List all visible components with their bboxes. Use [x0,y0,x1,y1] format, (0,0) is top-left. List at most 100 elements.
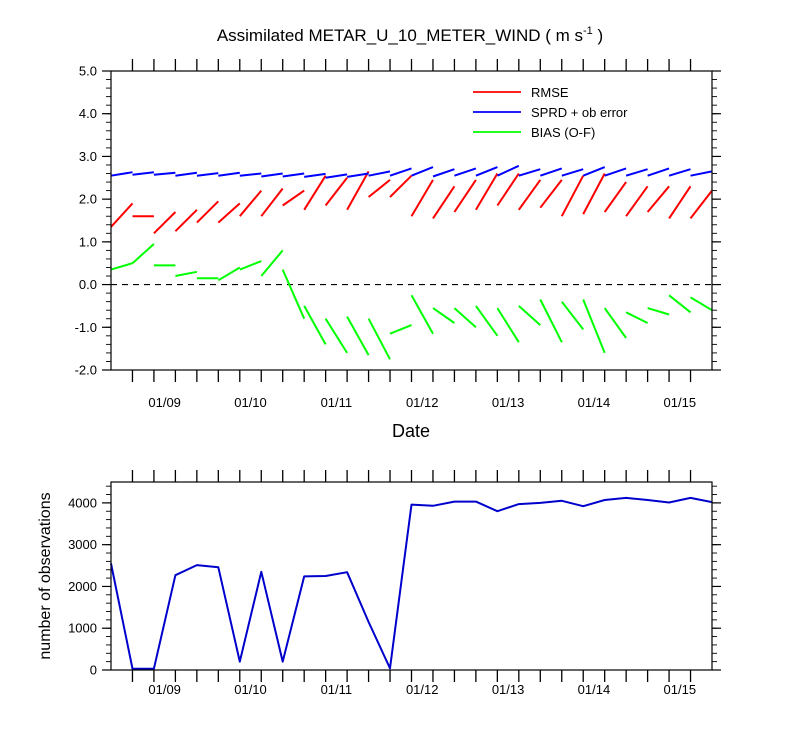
series-rmse-segment [174,209,198,232]
series-bias-segment [346,316,370,356]
x-tick-label: 01/12 [406,682,439,697]
y-tick-label: 2000 [68,579,97,594]
y-tick-label: 3.0 [79,149,97,164]
series-bias-segment [561,301,584,331]
series-sprd-segment [475,166,498,177]
series-bias-segment [175,270,198,277]
series-bias-segment [603,307,627,339]
series-bias-segment [689,296,713,312]
series-rmse-segment [496,172,520,207]
x-tick-label: 01/15 [664,395,697,410]
x-axis-label: Date [392,421,430,441]
series-sprd-segment [411,166,434,177]
series-sprd-segment [132,171,155,176]
series-bias-segment [217,266,241,282]
series-sprd-segment [389,167,412,177]
series-rmse-segment [539,179,563,209]
x-tick-label: 01/13 [492,682,525,697]
bias-rmse-chart: Assimilated METAR_U_10_METER_WIND ( m s-… [75,25,721,441]
series-bias-segment [582,299,606,354]
series-bias-segment [496,307,520,343]
series-rmse-segment [668,185,692,219]
series-sprd-segment [454,167,477,177]
series-bias-segment [518,305,541,326]
series-rmse-segment [303,175,327,211]
x-tick-label: 01/15 [664,682,697,697]
y-tick-label: 4.0 [79,106,97,121]
series-rmse-segment [389,174,413,198]
series-sprd-segment [304,172,326,178]
y-tick-label: 4000 [68,495,97,510]
series-sprd-segment [518,168,541,177]
series-bias-segment [239,260,262,271]
series-rmse-segment [260,187,284,217]
series-rmse-segment [453,179,477,213]
series-sprd-segment [561,168,584,177]
series-bias-segment [303,305,327,345]
x-tick-label: 01/10 [234,395,267,410]
series-lines [110,496,713,670]
series-bias-segment [131,243,155,264]
series-sprd-segment [539,167,563,177]
series-rmse-segment [689,189,713,220]
series-bias-segment [475,305,499,337]
series-sprd-segment [261,172,283,178]
series-rmse-segment [282,189,305,207]
y-tick-label: 0 [90,663,97,678]
x-tick-label: 01/11 [321,682,353,697]
series-sprd-segment [368,170,391,177]
series-rmse-segment [432,185,456,219]
x-tick-label: 01/11 [321,395,353,410]
series-observations-line [110,496,713,670]
series-rmse-segment [560,175,585,217]
series-rmse-segment [582,173,606,215]
series-sprd-segment [325,173,348,179]
series-sprd-segment [239,172,262,177]
series-sprd-segment [346,172,369,178]
series-bias-segment [625,311,649,324]
y-tick-label: 2.0 [79,192,97,207]
top-plot-frame [110,70,713,371]
legend-label-sprd: SPRD + ob error [531,105,628,120]
x-axis-ticks: 01/09 01/10 01/11 01/12 01/13 01/14 01/15 [131,470,697,697]
series-rmse-segment [110,202,134,228]
legend-label-bias: BIAS (O-F) [531,125,595,140]
series-bias-segment [324,318,348,354]
series-bias-segment [260,249,284,277]
series-bias-segment [281,269,306,320]
series-rmse-segment [153,211,177,235]
legend: RMSE SPRD + ob error BIAS (O-F) [473,85,628,140]
series-rmse-segment [646,185,670,213]
series-sprd-segment [196,172,219,177]
x-tick-label: 01/09 [148,682,181,697]
series-sprd-segment [282,172,305,178]
series-rmse-segment [410,179,434,217]
series-sprd-segment [625,168,648,177]
series-sprd-segment [432,168,455,178]
y-tick-label: -1.0 [75,320,97,335]
series-rmse-segment [517,179,542,211]
x-tick-label: 01/10 [234,682,267,697]
series-bias-segment [539,299,563,343]
series-sprd-segment [496,164,520,177]
bottom-plot-frame [110,481,713,671]
chart-title: Assimilated METAR_U_10_METER_WIND ( m s-… [217,25,603,45]
x-tick-label: 01/14 [578,395,611,410]
legend-label-rmse: RMSE [531,85,569,100]
y-axis-ticks: -2.0 -1.0 0.0 1.0 2.0 3.0 4.0 5.0 [75,64,721,378]
series-sprd-segment [110,171,133,177]
series-rmse-segment [625,185,649,217]
x-axis-ticks: 01/09 01/10 01/11 01/12 01/13 01/14 01/15 [131,59,697,410]
y-tick-label: 3000 [68,537,97,552]
series-rmse-segment [603,181,627,213]
series-sprd-segment [647,167,670,177]
x-tick-label: 01/09 [148,395,181,410]
series-sprd-segment [604,167,627,177]
series-bias-segment [668,294,692,314]
series-lines [110,164,713,360]
series-sprd-segment [690,170,713,177]
y-tick-label: 0.0 [79,277,97,292]
series-bias-segment [410,294,434,335]
y-tick-label: 1.0 [79,234,97,249]
